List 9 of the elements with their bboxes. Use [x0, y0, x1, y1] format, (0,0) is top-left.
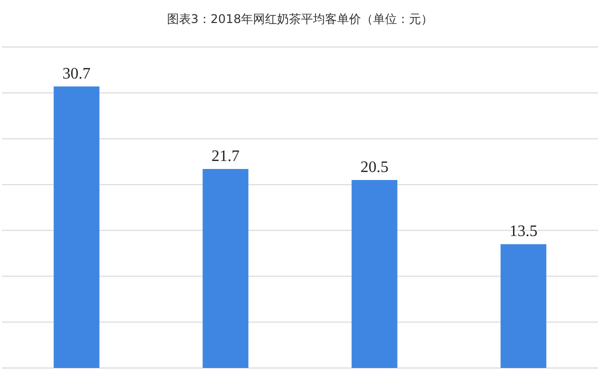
bar — [352, 180, 398, 368]
bar — [500, 244, 546, 368]
bar — [54, 86, 100, 368]
data-label: 13.5 — [509, 223, 538, 240]
bar — [202, 168, 248, 368]
chart-title: 图表3：2018年网红奶茶平均客单价（单位：元） — [166, 12, 434, 26]
data-label: 21.7 — [212, 148, 240, 165]
data-label: 30.7 — [62, 65, 91, 82]
data-label: 20.5 — [360, 158, 388, 176]
